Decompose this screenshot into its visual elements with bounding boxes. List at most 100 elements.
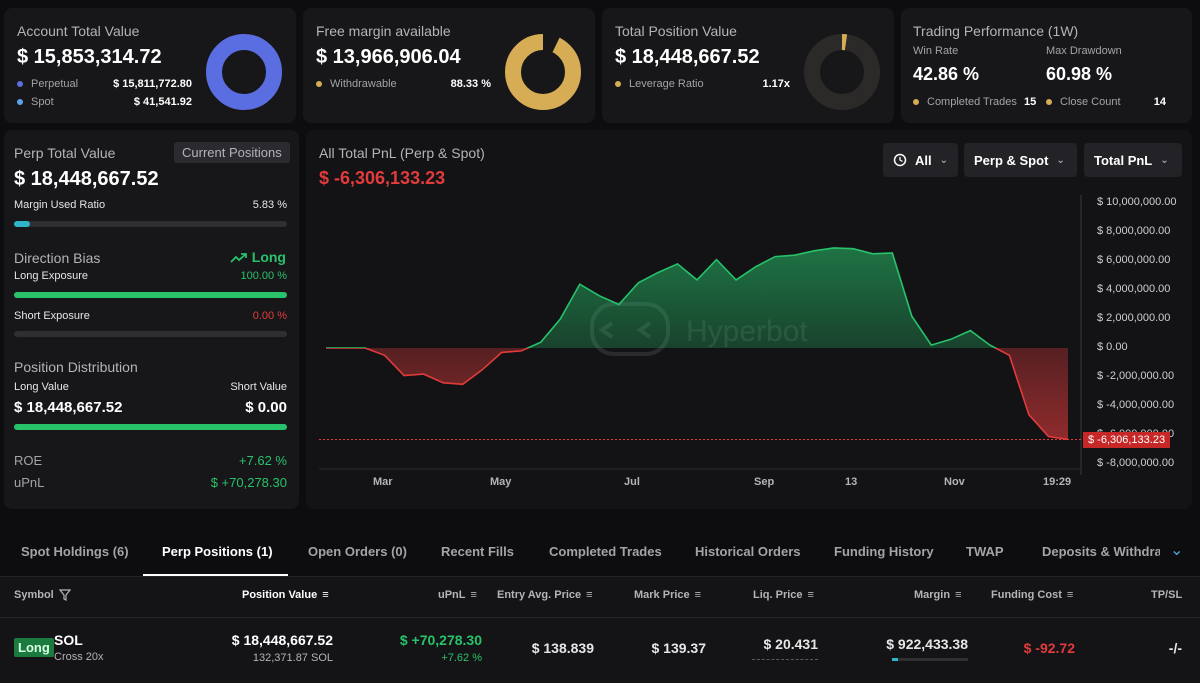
x-tick-now: 19:29: [1043, 476, 1072, 488]
leverage-row: Leverage Ratio 1.17x: [615, 78, 790, 90]
trading-performance-card: Trading Performance (1W) Win Rate Max Dr…: [901, 8, 1192, 123]
withdrawable-dot: [316, 81, 322, 88]
withdrawable-row: Withdrawable 88.33 %: [316, 78, 491, 90]
market-filter-dropdown[interactable]: Perp & Spot ⌄: [964, 143, 1077, 177]
upnl-label: uPnL: [14, 475, 45, 490]
current-positions-badge[interactable]: Current Positions: [174, 142, 290, 163]
tab-funding-history[interactable]: Funding History: [834, 544, 934, 559]
tab-open-orders[interactable]: Open Orders (0): [308, 544, 407, 559]
tab-completed-trades[interactable]: Completed Trades: [549, 544, 662, 559]
margin-cell-bar-fill: [892, 658, 898, 661]
close-value: 14: [1153, 96, 1166, 108]
symbol-name[interactable]: SOL: [54, 632, 83, 648]
margin-used-value: 5.83 %: [252, 199, 287, 211]
col-margin[interactable]: Margin ≡: [914, 589, 966, 601]
roe-value: +7.62 %: [238, 453, 287, 468]
direction-bias-value: Long: [230, 249, 286, 265]
upnl-value: $ +70,278.30: [210, 475, 287, 490]
max-drawdown-value: 60.98 %: [1046, 64, 1113, 84]
table-header-divider: [0, 617, 1200, 618]
y-tick-6: $ -2,000,000.00: [1097, 370, 1175, 382]
margin-donut: [505, 33, 581, 110]
free-margin-card: Free margin available $ 13,966,906.04 Wi…: [303, 8, 595, 123]
position-size: 132,371.87 SOL: [252, 652, 333, 664]
account-total-card: Account Total Value $ 15,853,314.72 Perp…: [4, 8, 296, 123]
perpetual-row: Perpetual $ 15,811,772.80: [17, 78, 192, 90]
col-position-value[interactable]: Position Value ≡: [242, 589, 333, 601]
col-entry-label: Entry Avg. Price: [497, 589, 582, 601]
col-funding-cost[interactable]: Funding Cost ≡: [991, 589, 1078, 601]
tab-perp-positions[interactable]: Perp Positions (1): [162, 544, 273, 559]
position-value: $ 18,448,667.52: [231, 632, 333, 648]
margin-used-row: Margin Used Ratio 5.83 %: [14, 199, 287, 211]
sort-icon: ≡: [955, 589, 962, 601]
metric-filter-dropdown[interactable]: Total PnL ⌄: [1084, 143, 1182, 177]
col-liq-price[interactable]: Liq. Price ≡: [753, 589, 819, 601]
total-position-card: Total Position Value $ 18,448,667.52 Lev…: [602, 8, 894, 123]
direction-bias-label: Direction Bias: [14, 250, 101, 266]
y-tick-7: $ -4,000,000.00: [1097, 399, 1175, 411]
col-mark-label: Mark Price: [634, 589, 690, 601]
col-margin-label: Margin: [914, 589, 951, 601]
close-dot: [1046, 99, 1052, 106]
spot-row: Spot $ 41,541.92: [17, 96, 192, 108]
y-tick-1: $ 8,000,000.00: [1097, 225, 1171, 237]
upnl-cell-value: $ +70,278.30: [399, 632, 482, 648]
long-value-label: Long Value: [14, 381, 69, 393]
short-exposure-label: Short Exposure: [14, 310, 90, 322]
col-mark-price[interactable]: Mark Price ≡: [634, 589, 706, 601]
tab-deposits-withdraw[interactable]: Deposits & Withdraw: [1042, 544, 1160, 559]
trending-up-icon: [230, 253, 247, 263]
x-tick-mar: Mar: [373, 476, 393, 488]
roe-row: ROE +7.62 %: [14, 453, 287, 468]
col-position-value-label: Position Value: [242, 589, 318, 601]
sort-icon: ≡: [322, 589, 329, 601]
col-entry-price[interactable]: Entry Avg. Price ≡: [497, 589, 597, 601]
x-tick-13: 13: [845, 476, 858, 488]
spot-dot: [17, 99, 23, 106]
perp-total-title: Perp Total Value: [14, 145, 116, 161]
roe-label: ROE: [14, 453, 43, 468]
entry-price: $ 138.839: [531, 640, 594, 656]
pnl-value: $ -6,306,133.23: [319, 168, 446, 188]
sort-icon: ≡: [1066, 589, 1074, 601]
sort-icon: ≡: [807, 589, 814, 601]
liq-price: $ 20.431: [763, 636, 819, 652]
col-upnl[interactable]: uPnL ≡: [438, 589, 482, 601]
total-position-value: $ 18,448,667.52: [615, 46, 760, 68]
tab-historical-orders[interactable]: Historical Orders: [695, 544, 801, 559]
short-value: $ 0.00: [245, 399, 287, 416]
x-tick-may: May: [490, 476, 512, 488]
margin-cell: $ 922,433.38: [886, 636, 968, 652]
spot-value: $ 41,541.92: [133, 96, 192, 108]
short-exposure-value: 0.00 %: [252, 310, 287, 322]
free-margin-title: Free margin available: [316, 23, 451, 39]
tab-twap[interactable]: TWAP: [966, 544, 1004, 559]
active-tab-underline: [143, 574, 288, 576]
perpetual-dot: [17, 81, 23, 88]
col-symbol[interactable]: Symbol: [14, 589, 71, 601]
short-exposure-bar: [14, 331, 287, 337]
perpetual-label: Perpetual: [31, 78, 79, 90]
leverage-value: 1.17x: [762, 78, 790, 90]
upnl-cell-pct: +7.62 %: [441, 652, 482, 664]
tabs-expand-chevron-icon[interactable]: ⌄: [1170, 542, 1184, 559]
close-label: Close Count: [1060, 96, 1121, 108]
tpsl-cell[interactable]: -/-: [1168, 640, 1182, 656]
range-filter-dropdown[interactable]: All ⌄: [883, 143, 958, 177]
y-tick-3: $ 4,000,000.00: [1097, 283, 1171, 295]
sort-icon: ≡: [470, 589, 477, 601]
x-tick-jul: Jul: [624, 476, 640, 488]
account-total-title: Account Total Value: [17, 23, 140, 39]
col-funding-label: Funding Cost: [991, 589, 1062, 601]
y-tick-9: $ -8,000,000.00: [1097, 457, 1175, 469]
tab-spot-holdings[interactable]: Spot Holdings (6): [21, 544, 129, 559]
col-liq-label: Liq. Price: [753, 589, 803, 601]
withdrawable-label: Withdrawable: [330, 78, 397, 90]
tab-recent-fills[interactable]: Recent Fills: [441, 544, 514, 559]
positions-table: [0, 577, 1200, 683]
filter-icon[interactable]: [58, 589, 71, 601]
margin-used-bar-fill: [14, 221, 30, 227]
trading-performance-title: Trading Performance (1W): [913, 23, 1079, 39]
free-margin-value: $ 13,966,906.04: [316, 46, 461, 68]
